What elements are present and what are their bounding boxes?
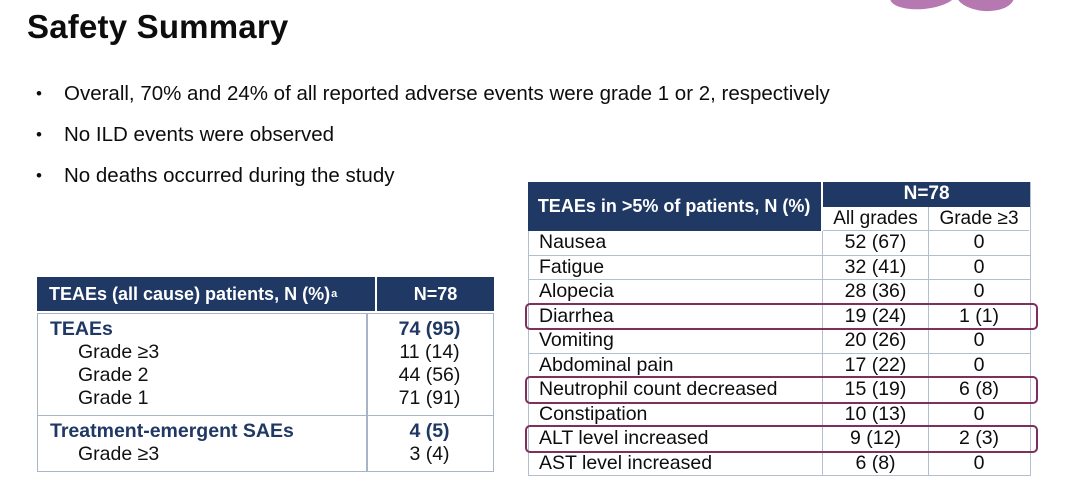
row-value: 3 (4) <box>409 443 450 465</box>
row-label: Fatigue <box>529 255 823 279</box>
row-label: Grade ≥3 <box>78 443 160 465</box>
table-row: Constipation 10 (13) 0 <box>529 402 1030 427</box>
all-grades-value: 52 (67) <box>823 231 929 255</box>
row-label: Constipation <box>529 402 823 426</box>
table-row: Grade ≥3 3 (4) <box>38 443 493 466</box>
left-table-header: TEAEs (all cause) patients, N (%) a N=78 <box>37 277 494 311</box>
grade-ge3-value: 0 <box>973 402 985 425</box>
row-label: Grade 1 <box>78 387 149 409</box>
table-row: Alopecia 28 (36) 0 <box>529 280 1030 305</box>
page-title: Safety Summary <box>27 8 289 45</box>
row-label: Nausea <box>529 231 823 255</box>
table-row: Nausea 52 (67) 0 <box>529 231 1030 256</box>
grade-ge3-value: 1 (1) <box>958 304 1000 327</box>
row-value: 44 (56) <box>398 364 461 386</box>
right-table-header: TEAEs in >5% of patients, N (%) N=78 All… <box>527 181 1031 231</box>
all-grades-value: 10 (13) <box>823 402 929 426</box>
row-label: Grade ≥3 <box>78 341 160 363</box>
row-label: Treatment-emergent SAEs <box>50 420 294 442</box>
column-header-grade-ge3: Grade ≥3 <box>929 207 1029 231</box>
table-row: Fatigue 32 (41) 0 <box>529 255 1030 280</box>
left-table-header-text: TEAEs (all cause) patients, N (%) <box>49 283 331 304</box>
grade-ge3-value: 0 <box>973 280 985 303</box>
logo-petal-icon <box>954 0 1016 13</box>
row-label: Diarrhea <box>529 304 823 328</box>
table-row: Vomiting 20 (26) 0 <box>529 329 1030 354</box>
table-row: Treatment-emergent SAEs 4 (5) <box>38 420 493 443</box>
row-value: 4 (5) <box>409 420 450 442</box>
bullet-text: Overall, 70% and 24% of all reported adv… <box>64 82 830 105</box>
bullet-text: No ILD events were observed <box>64 123 335 146</box>
row-value: 11 (14) <box>399 341 460 363</box>
table-row: Abdominal pain 17 (22) 0 <box>529 353 1030 378</box>
bullet-item: • Overall, 70% and 24% of all reported ad… <box>36 82 1046 106</box>
all-grades-value: 9 (12) <box>823 427 929 451</box>
bullet-marker: • <box>36 84 42 103</box>
left-table-body: TEAEs 74 (95) Grade ≥3 11 (14) Grade 2 44 (56… <box>37 313 494 472</box>
row-label: TEAEs <box>50 318 113 340</box>
left-table-section: Treatment-emergent SAEs 4 (5) Grade ≥3 3 (4… <box>38 415 493 471</box>
row-label: Vomiting <box>529 329 823 353</box>
row-label: AST level increased <box>529 451 823 475</box>
grade-ge3-value: 0 <box>973 231 985 254</box>
right-table-n-label: N=78 <box>823 181 1031 207</box>
all-grades-value: 19 (24) <box>823 304 929 328</box>
left-table-n-label: N=78 <box>413 283 458 304</box>
all-grades-value: 32 (41) <box>823 255 929 279</box>
bullet-marker: • <box>36 125 42 144</box>
bullet-item: • No ILD events were observed <box>36 123 1046 147</box>
all-grades-value: 6 (8) <box>823 451 929 475</box>
left-table-header-label: TEAEs (all cause) patients, N (%) a <box>37 277 377 311</box>
footnote-marker: a <box>331 288 338 300</box>
row-label: Neutrophil count decreased <box>529 378 823 402</box>
all-grades-value: 15 (19) <box>823 378 929 402</box>
row-value: 74 (95) <box>398 318 461 340</box>
table-row: Grade 1 71 (91) <box>38 387 493 410</box>
grade-ge3-value: 0 <box>973 329 985 352</box>
all-grades-value: 28 (36) <box>823 280 929 304</box>
all-grades-value: 20 (26) <box>823 329 929 353</box>
grade-ge3-value: 0 <box>973 255 985 278</box>
table-row: Diarrhea 19 (24) 1 (1) <box>525 302 1038 330</box>
row-label: ALT level increased <box>529 427 823 451</box>
right-table-header-label: TEAEs in >5% of patients, N (%) <box>527 181 823 231</box>
table-row: AST level increased 6 (8) 0 <box>529 451 1030 475</box>
logo-petal-icon <box>888 0 958 12</box>
right-table-body: Nausea 52 (67) 0 Fatigue 32 (41) 0 Alopecia 28 … <box>525 231 1038 476</box>
bullet-marker: • <box>36 166 42 185</box>
grade-ge3-value: 0 <box>973 451 985 474</box>
grade-ge3-value: 2 (3) <box>958 427 1000 450</box>
row-label: Abdominal pain <box>529 353 823 377</box>
column-header-all-grades: All grades <box>823 207 929 231</box>
table-row: ALT level increased 9 (12) 2 (3) <box>525 425 1038 453</box>
teae-all-cause-table: TEAEs (all cause) patients, N (%) a N=78 … <box>37 277 494 472</box>
table-row: TEAEs 74 (95) <box>38 318 493 341</box>
row-label: Alopecia <box>529 280 823 304</box>
table-row: Neutrophil count decreased 15 (19) 6 (8) <box>525 376 1038 404</box>
all-grades-value: 17 (22) <box>823 353 929 377</box>
table-row: Grade ≥3 11 (14) <box>38 341 493 364</box>
teae-frequency-table: TEAEs in >5% of patients, N (%) N=78 All… <box>525 181 1038 476</box>
left-table-section: TEAEs 74 (95) Grade ≥3 11 (14) Grade 2 44 (56… <box>38 314 493 415</box>
bullet-list: • Overall, 70% and 24% of all reported ad… <box>36 82 1046 205</box>
grade-ge3-value: 6 (8) <box>958 378 1000 401</box>
row-label: Grade 2 <box>78 364 149 386</box>
bullet-item: • No deaths occurred during the study <box>36 164 1046 188</box>
grade-ge3-value: 0 <box>973 353 985 376</box>
bullet-text: No deaths occurred during the study <box>64 164 395 187</box>
table-row: Grade 2 44 (56) <box>38 364 493 387</box>
row-value: 71 (91) <box>398 387 461 409</box>
